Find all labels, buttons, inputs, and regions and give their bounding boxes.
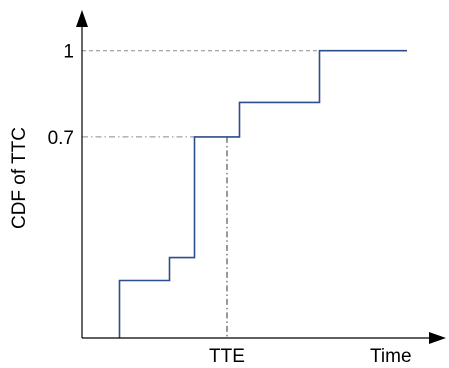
y-axis-arrow-icon	[76, 10, 88, 27]
y-axis-label: CDF of TTC	[9, 127, 30, 229]
cdf-step-line	[118, 49, 407, 338]
x-axis-arrow-icon	[429, 332, 446, 344]
y-tick-label: 1	[63, 42, 74, 63]
tick-labels: 0.7 1 TTE	[48, 42, 245, 367]
y-tick-label: 0.7	[48, 128, 74, 149]
series-layer	[118, 49, 407, 338]
reference-lines	[82, 50, 320, 338]
x-axis-label: Time	[370, 346, 412, 367]
x-tick-label: TTE	[209, 346, 245, 367]
axes	[76, 10, 446, 344]
